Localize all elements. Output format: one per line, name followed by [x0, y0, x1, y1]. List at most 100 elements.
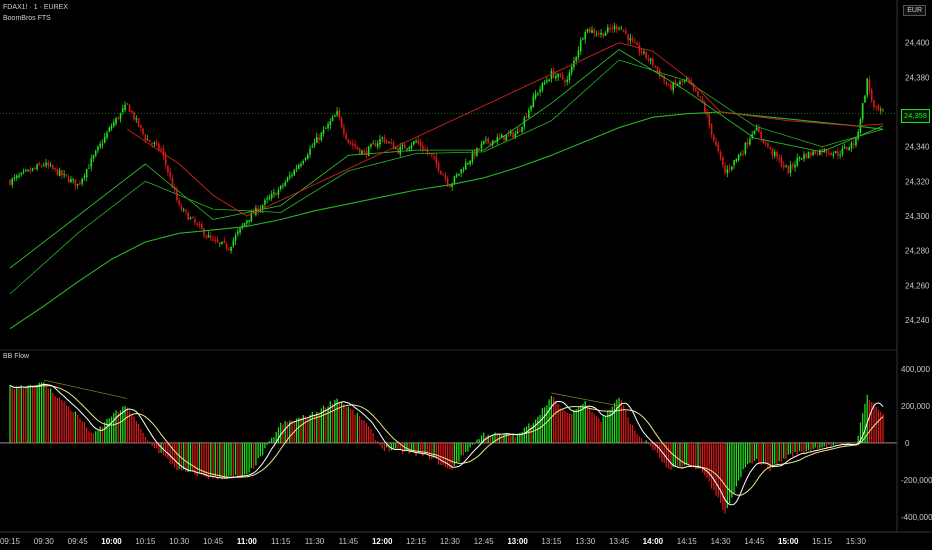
- candle-body: [158, 143, 160, 150]
- candle-body: [325, 127, 327, 129]
- flow-bar: [449, 442, 451, 470]
- symbol-line: FDAX1! · 1 · EUREX: [3, 4, 68, 11]
- flow-bar: [582, 403, 584, 443]
- flow-bar: [503, 433, 505, 443]
- candle-body: [622, 29, 625, 32]
- candle-body: [151, 143, 153, 145]
- candle-body: [636, 42, 638, 46]
- flow-bar: [171, 442, 174, 465]
- flow-bar: [568, 413, 571, 443]
- flow-bar: [783, 442, 785, 459]
- candle-body: [367, 146, 370, 157]
- flow-bar: [530, 425, 532, 443]
- price-axis[interactable]: 24,240 24,260 24,280 24,300 24,320 24,340 24,3…: [896, 0, 930, 532]
- flow-bar: [722, 442, 724, 511]
- flow-bar: [284, 421, 286, 443]
- candle-body: [861, 102, 864, 120]
- flow-pane[interactable]: [0, 349, 897, 514]
- flow-bar: [140, 428, 142, 443]
- flow-bar: [88, 431, 90, 443]
- flow-tick-label: -400,000: [901, 513, 932, 522]
- candle-body: [9, 180, 11, 185]
- flow-bar: [828, 442, 830, 445]
- flow-bar: [313, 414, 316, 443]
- flow-bar: [864, 403, 866, 443]
- candle-body: [638, 44, 641, 53]
- flow-bar: [740, 442, 742, 478]
- candle-body: [665, 82, 668, 85]
- flow-bar: [652, 442, 654, 450]
- flow-bar: [638, 436, 640, 443]
- candle-body: [99, 143, 102, 148]
- flow-bar: [135, 421, 137, 443]
- flow-bar: [853, 442, 855, 444]
- candle-body: [110, 126, 113, 129]
- flow-bar: [715, 442, 717, 496]
- flow-bar: [428, 442, 431, 460]
- time-tick-label: 10:15: [135, 537, 156, 546]
- candle-body: [329, 121, 332, 126]
- flow-axis[interactable]: 400,000 200,000 0 -200,000 -400,000: [901, 365, 932, 522]
- candle-body: [821, 149, 823, 153]
- candle-body: [293, 169, 296, 176]
- flow-bar: [437, 442, 440, 465]
- candle-body: [419, 142, 422, 147]
- candle-body: [27, 169, 29, 171]
- candle-body: [681, 80, 684, 83]
- flow-bar: [212, 442, 214, 479]
- flow-signal-line: [9, 384, 884, 496]
- candle-body: [153, 143, 156, 145]
- flow-bar: [63, 401, 65, 443]
- candle-body: [753, 130, 756, 134]
- flow-bar: [627, 417, 629, 443]
- candle-body: [543, 82, 546, 85]
- flow-bar: [95, 431, 97, 443]
- candle-body: [160, 148, 162, 150]
- flow-bar: [151, 442, 153, 447]
- candle-body: [616, 25, 618, 30]
- candle-body: [566, 79, 568, 82]
- flow-bar: [521, 432, 523, 443]
- flow-bar: [232, 442, 234, 477]
- flow-bar: [683, 442, 686, 466]
- candle-body: [67, 177, 70, 183]
- candle-body: [645, 51, 647, 59]
- time-tick-label: 13:15: [541, 537, 562, 546]
- candle-body: [778, 157, 781, 159]
- candle-body: [491, 140, 494, 145]
- flow-bar: [106, 418, 108, 443]
- candle-body: [331, 117, 334, 121]
- flow-bar: [580, 405, 582, 443]
- candle-body: [561, 74, 564, 80]
- candle-body: [322, 129, 325, 134]
- flow-bar: [753, 442, 756, 461]
- candle-body: [667, 84, 670, 86]
- price-tick-label: 24,260: [905, 281, 930, 290]
- candle-body: [629, 37, 632, 41]
- currency-button[interactable]: EUR: [903, 5, 926, 16]
- flow-bar: [309, 414, 311, 443]
- flow-bar: [9, 385, 11, 443]
- flow-bar: [789, 442, 792, 454]
- candle-body: [128, 104, 131, 113]
- flow-bar: [368, 426, 370, 443]
- flow-bar: [417, 442, 419, 454]
- candle-body: [392, 142, 395, 150]
- flow-bar: [126, 407, 128, 443]
- flow-bar: [584, 400, 586, 443]
- candle-body: [613, 25, 616, 29]
- candle-body: [13, 177, 16, 179]
- candle-body: [176, 190, 178, 200]
- flow-tick-label: -200,000: [901, 476, 932, 485]
- price-pane[interactable]: [0, 22, 897, 330]
- candle-body: [780, 158, 783, 166]
- flow-bar: [189, 442, 192, 472]
- candle-body: [185, 210, 187, 212]
- flow-tick-label: 0: [905, 439, 910, 448]
- candle-body: [541, 83, 544, 91]
- flow-bar: [239, 442, 241, 478]
- time-axis[interactable]: 09:15 09:30 09:45 10:00 10:15 10:30 10:45 11:00…: [0, 531, 932, 546]
- flow-bar: [203, 442, 205, 477]
- flow-bar: [196, 442, 198, 477]
